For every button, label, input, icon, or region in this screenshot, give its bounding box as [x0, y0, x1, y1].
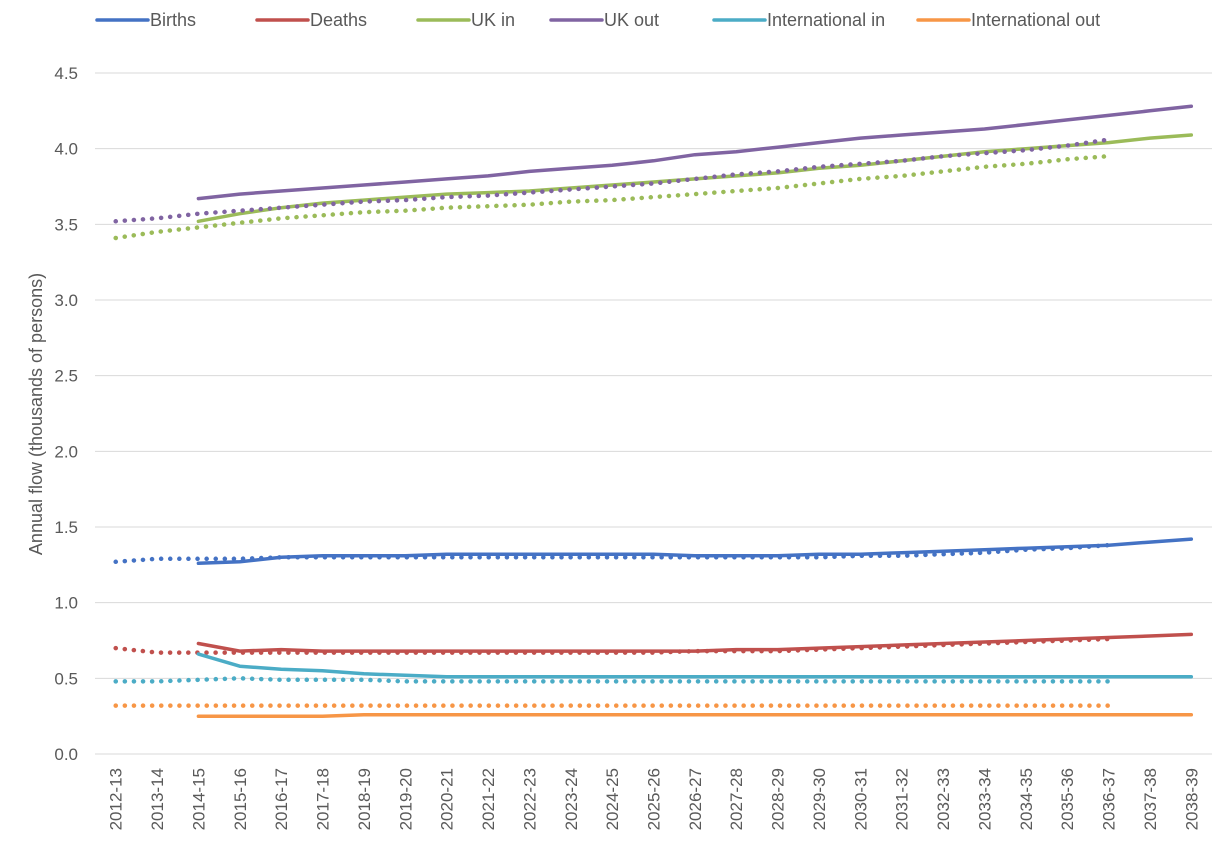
series-births [113, 537, 1194, 566]
x-tick-label: 2025-26 [645, 768, 664, 830]
y-tick-label: 3.0 [54, 291, 78, 310]
x-tick-label: 2035-36 [1058, 768, 1077, 830]
x-tick-label: 2015-16 [231, 768, 250, 830]
series-line-solid [196, 104, 1194, 201]
x-tick-label: 2028-29 [769, 768, 788, 830]
legend-item: UK out [549, 10, 659, 30]
series-line-dotted [113, 153, 1111, 241]
series-international-in [113, 652, 1194, 684]
series-line-solid [196, 652, 1194, 679]
series-line-dotted [113, 137, 1111, 224]
x-tick-label: 2012-13 [107, 768, 126, 830]
y-tick-label: 3.5 [54, 215, 78, 234]
legend-item: International out [916, 10, 1100, 30]
legend-item: Deaths [255, 10, 367, 30]
legend-item: Births [95, 10, 196, 30]
x-tick-label: 2021-22 [479, 768, 498, 830]
gridlines [95, 72, 1212, 755]
x-tick-label: 2017-18 [314, 768, 333, 830]
legend-label: International out [971, 10, 1100, 30]
x-axis-ticks: 2012-13 2013-14 2014-15 2015-16 2016-17 2017-… [107, 768, 1202, 830]
x-tick-label: 2013-14 [148, 768, 167, 830]
x-tick-label: 2024-25 [603, 768, 622, 830]
x-tick-label: 2027-28 [727, 768, 746, 830]
series-line-solid [196, 712, 1194, 718]
series-line-solid [196, 632, 1194, 653]
y-tick-label: 1.0 [54, 594, 78, 613]
y-tick-label: 4.5 [54, 64, 78, 83]
x-tick-label: 2029-30 [810, 768, 829, 830]
x-tick-label: 2026-27 [686, 768, 705, 830]
x-tick-label: 2019-20 [396, 768, 415, 830]
series-layer [113, 104, 1194, 718]
x-tick-label: 2030-31 [851, 768, 870, 830]
x-tick-label: 2036-37 [1100, 768, 1119, 830]
legend-item: UK in [416, 10, 515, 30]
y-tick-label: 0.0 [54, 745, 78, 764]
x-tick-label: 2023-24 [562, 768, 581, 830]
series-uk-out [113, 104, 1194, 224]
y-axis-title: Annual flow (thousands of persons) [26, 273, 46, 555]
y-tick-label: 2.0 [54, 442, 78, 461]
x-tick-label: 2018-19 [355, 768, 374, 830]
legend-label: UK out [604, 10, 659, 30]
series-line-solid [196, 537, 1194, 566]
series-international-out [113, 703, 1194, 718]
y-tick-label: 4.0 [54, 140, 78, 159]
series-deaths [113, 632, 1194, 655]
x-tick-label: 2014-15 [189, 768, 208, 830]
legend-item: International in [712, 10, 885, 30]
x-tick-label: 2034-35 [1017, 768, 1036, 830]
y-tick-label: 0.5 [54, 669, 78, 688]
legend-label: UK in [471, 10, 515, 30]
x-tick-label: 2032-33 [934, 768, 953, 830]
x-tick-label: 2022-23 [520, 768, 539, 830]
x-tick-label: 2037-38 [1141, 768, 1160, 830]
legend-label: Deaths [310, 10, 367, 30]
x-tick-label: 2033-34 [975, 768, 994, 830]
x-tick-label: 2031-32 [893, 768, 912, 830]
y-tick-label: 2.5 [54, 367, 78, 386]
y-tick-label: 1.5 [54, 518, 78, 537]
y-axis-ticks: 0.0 0.5 1.0 1.5 2.0 2.5 3.0 3.5 4.0 4.5 [54, 64, 78, 764]
x-tick-label: 2020-21 [438, 768, 457, 830]
x-tick-label: 2016-17 [272, 768, 291, 830]
x-tick-label: 2038-39 [1182, 768, 1201, 830]
legend-label: Births [150, 10, 196, 30]
legend-label: International in [767, 10, 885, 30]
legend: Births Deaths UK in UK out International in I… [95, 10, 1100, 30]
series-line-dotted [113, 676, 1111, 684]
